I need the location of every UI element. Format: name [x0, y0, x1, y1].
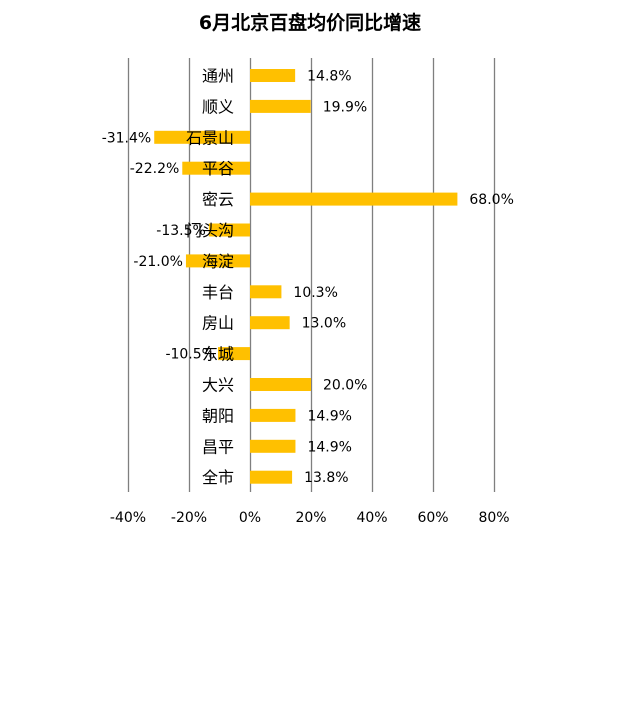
data-label: -31.4%	[102, 130, 152, 146]
x-tick-label: 80%	[478, 510, 509, 526]
bar	[250, 316, 290, 330]
data-label: 13.0%	[302, 316, 346, 332]
bar	[182, 161, 250, 175]
category-label: 昌平	[202, 437, 234, 456]
data-label: -10.5%	[165, 347, 215, 363]
category-label: 平谷	[202, 159, 234, 178]
bar	[185, 254, 250, 268]
x-tick-label: -40%	[110, 510, 146, 526]
data-label: -21.0%	[133, 254, 183, 270]
x-tick-label: 60%	[417, 510, 448, 526]
gridlines	[127, 58, 496, 492]
data-label: -22.2%	[130, 161, 180, 177]
category-label: 石景山	[186, 128, 234, 147]
bar	[250, 285, 282, 299]
category-label: 东城	[202, 345, 234, 364]
bar	[154, 130, 250, 144]
bar	[208, 223, 250, 237]
bars	[154, 69, 458, 484]
data-label: 20.0%	[323, 378, 367, 394]
chart-title: 6月北京百盘均价同比增速	[198, 12, 422, 34]
data-label: 10.3%	[293, 285, 337, 301]
data-label: 14.8%	[307, 69, 351, 85]
category-label: 门头沟	[186, 221, 234, 240]
category-label: 海淀	[202, 252, 234, 271]
bar	[250, 470, 293, 484]
data-label: 19.9%	[323, 99, 367, 115]
category-label: 通州	[202, 67, 234, 86]
bar	[250, 439, 296, 453]
bar	[250, 192, 458, 206]
x-tick-label: -20%	[171, 510, 207, 526]
category-label: 顺义	[202, 97, 234, 116]
data-label: 13.8%	[304, 470, 348, 486]
category-label: 房山	[202, 314, 234, 333]
bar	[250, 99, 311, 113]
category-label: 全市	[202, 468, 234, 487]
category-label: 大兴	[202, 376, 234, 395]
data-label: 14.9%	[307, 439, 351, 455]
data-label: -13.5%	[156, 223, 206, 239]
category-label: 密云	[202, 190, 234, 209]
bar	[250, 378, 311, 391]
value-labels: 14.8% 19.9% -31.4% -22.2% 68.0% -13.5% -21.0% 1…	[102, 69, 514, 487]
data-label: 14.9%	[307, 408, 351, 424]
bar	[250, 69, 296, 82]
category-label: 朝阳	[202, 406, 234, 425]
x-tick-label: 0%	[239, 510, 261, 526]
bar	[250, 408, 296, 422]
bar	[217, 347, 250, 361]
category-label: 丰台	[202, 283, 234, 302]
data-label: 68.0%	[469, 192, 513, 208]
x-tick-label: 20%	[295, 510, 326, 526]
x-tick-labels: -40% -20% 0% 20% 40% 60% 80%	[110, 510, 510, 526]
x-tick-label: 40%	[356, 510, 387, 526]
